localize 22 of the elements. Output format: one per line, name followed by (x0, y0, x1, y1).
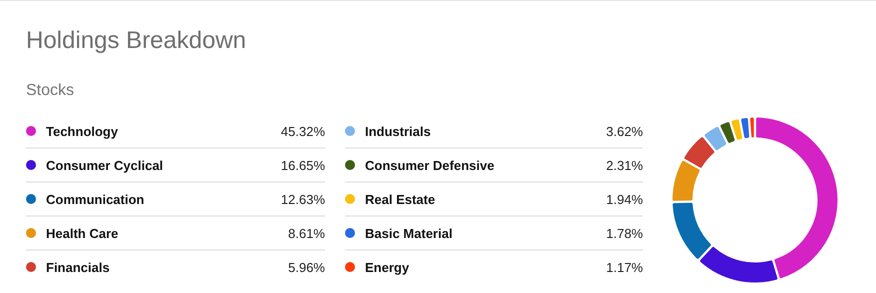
chart-title: Holdings Breakdown (26, 27, 246, 54)
legend-label: Technology (46, 124, 119, 139)
legend-label: Health Care (46, 226, 118, 241)
legend-label: Real Estate (365, 192, 436, 207)
data-label: 1.94% (606, 192, 644, 207)
data-label: 1.17% (606, 260, 644, 275)
data-label: 16.65% (280, 158, 326, 173)
data-label: 2.31% (606, 158, 644, 173)
data-label: 1.78% (606, 226, 644, 241)
legend-label: Industrials (365, 124, 431, 139)
legend-label: Communication (46, 192, 144, 207)
data-label: 3.62% (606, 124, 644, 139)
data-label: 8.61% (288, 226, 326, 241)
legend-label: Consumer Cyclical (46, 158, 164, 173)
data-label: 12.63% (280, 192, 326, 207)
legend-label: Consumer Defensive (365, 158, 494, 173)
legend-label: Energy (365, 260, 410, 275)
data-label: 5.96% (288, 260, 326, 275)
chart-subtitle: Stocks (26, 82, 74, 99)
data-label: 45.32% (280, 124, 326, 139)
legend-label: Basic Material (365, 226, 452, 241)
legend-label: Financials (46, 260, 110, 275)
